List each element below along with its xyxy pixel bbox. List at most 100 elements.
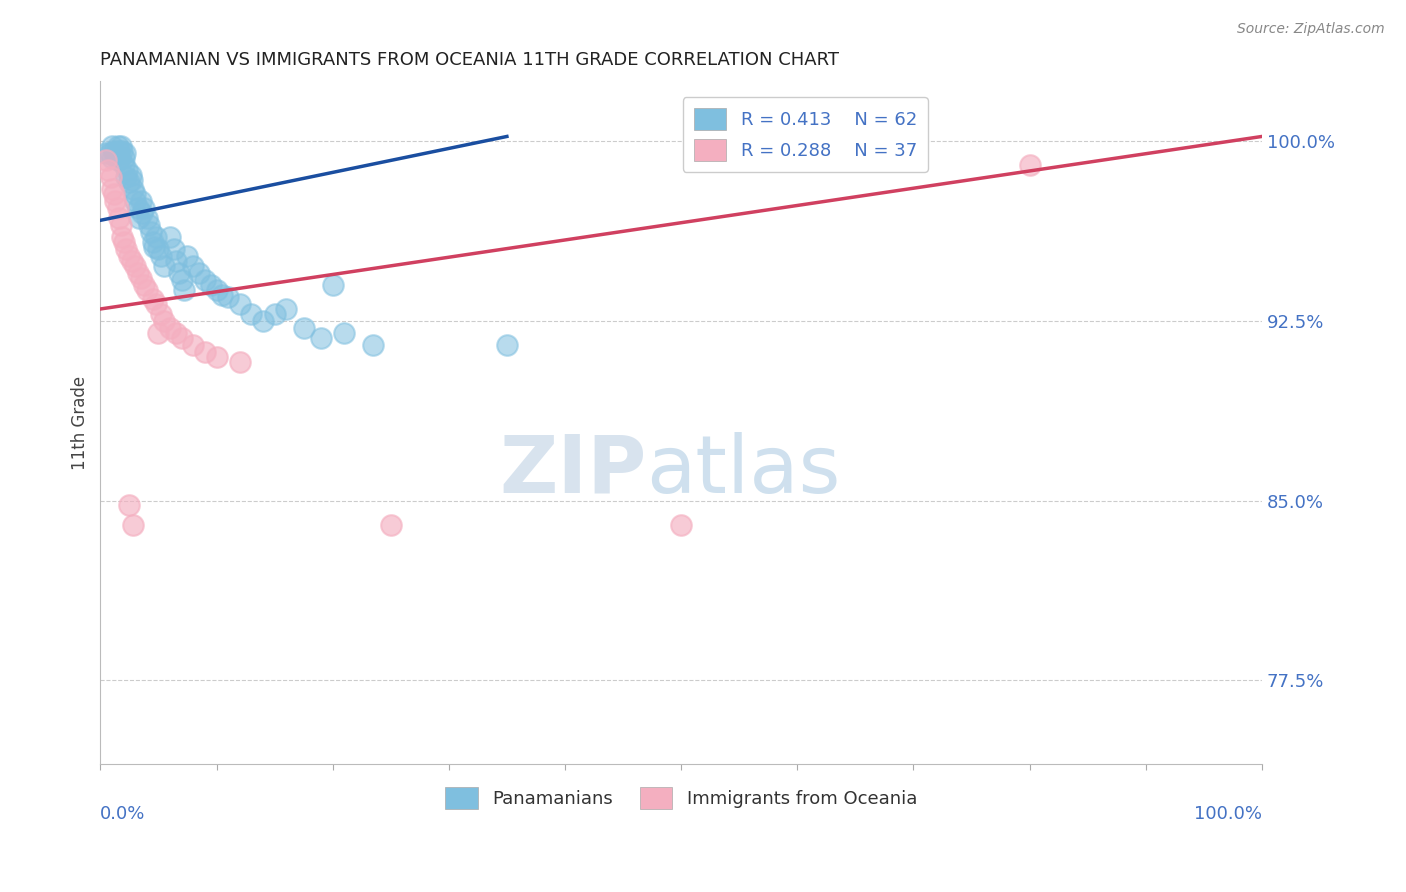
Point [120, 168, 142, 182]
Point [141, 225, 163, 239]
Point [124, 259, 146, 273]
Point [101, 151, 124, 165]
Point [309, 331, 332, 345]
Point [103, 144, 125, 158]
Point [148, 326, 170, 340]
Point [104, 148, 127, 162]
Point [669, 517, 692, 532]
Point [148, 242, 170, 256]
Point [363, 338, 385, 352]
Point [145, 230, 167, 244]
Point [96, 153, 118, 168]
Point [135, 283, 157, 297]
Point [145, 297, 167, 311]
Point [107, 139, 129, 153]
Point [118, 249, 141, 263]
Point [128, 211, 150, 225]
Point [115, 242, 138, 256]
Point [142, 240, 165, 254]
Point [118, 175, 141, 189]
Point [101, 139, 124, 153]
Point [122, 517, 145, 532]
Point [142, 235, 165, 249]
Point [165, 254, 187, 268]
Point [112, 235, 135, 249]
Point [333, 326, 356, 340]
Point [112, 151, 135, 165]
Point [194, 345, 217, 359]
Point [131, 206, 153, 220]
Point [127, 202, 149, 216]
Point [200, 278, 222, 293]
Point [121, 172, 143, 186]
Point [1018, 158, 1040, 172]
Point [107, 202, 129, 216]
Point [276, 301, 298, 316]
Point [104, 194, 127, 209]
Point [96, 146, 118, 161]
Point [118, 499, 141, 513]
Point [240, 307, 263, 321]
Point [110, 139, 132, 153]
Point [124, 194, 146, 209]
Point [110, 218, 132, 232]
Point [100, 170, 122, 185]
Point [263, 307, 285, 321]
Point [162, 242, 184, 256]
Point [149, 249, 172, 263]
Point [111, 230, 134, 244]
Point [114, 146, 136, 161]
Point [176, 249, 198, 263]
Point [217, 290, 239, 304]
Point [322, 278, 344, 293]
Point [170, 331, 193, 345]
Point [103, 186, 125, 201]
Point [134, 278, 156, 293]
Point [229, 297, 252, 311]
Point [108, 211, 131, 225]
Point [159, 321, 181, 335]
Text: PANAMANIAN VS IMMIGRANTS FROM OCEANIA 11TH GRADE CORRELATION CHART: PANAMANIAN VS IMMIGRANTS FROM OCEANIA 11… [100, 51, 839, 69]
Point [111, 144, 134, 158]
Point [122, 182, 145, 196]
Point [112, 158, 135, 172]
Text: 0.0%: 0.0% [100, 805, 146, 823]
Point [138, 218, 160, 232]
Text: Source: ZipAtlas.com: Source: ZipAtlas.com [1237, 22, 1385, 37]
Point [98, 146, 121, 161]
Point [153, 314, 176, 328]
Text: atlas: atlas [647, 432, 841, 509]
Point [101, 182, 124, 196]
Point [115, 170, 138, 185]
Point [205, 350, 228, 364]
Point [380, 517, 402, 532]
Point [903, 146, 925, 161]
Point [115, 163, 138, 178]
Point [153, 259, 176, 273]
Point [173, 283, 195, 297]
Point [194, 273, 217, 287]
Point [292, 321, 315, 335]
Point [127, 266, 149, 280]
Y-axis label: 11th Grade: 11th Grade [72, 376, 89, 470]
Point [108, 151, 131, 165]
Text: 100.0%: 100.0% [1194, 805, 1263, 823]
Point [169, 266, 191, 280]
Point [170, 273, 193, 287]
Text: ZIP: ZIP [499, 432, 647, 509]
Point [124, 186, 146, 201]
Point [496, 338, 519, 352]
Point [229, 354, 252, 368]
Point [211, 287, 233, 301]
Point [121, 254, 143, 268]
Point [181, 338, 204, 352]
Point [97, 163, 120, 178]
Point [129, 270, 152, 285]
Point [159, 230, 181, 244]
Point [149, 307, 172, 321]
Point [108, 144, 131, 158]
Point [165, 326, 187, 340]
Point [142, 293, 165, 307]
Point [188, 266, 211, 280]
Point [181, 259, 204, 273]
